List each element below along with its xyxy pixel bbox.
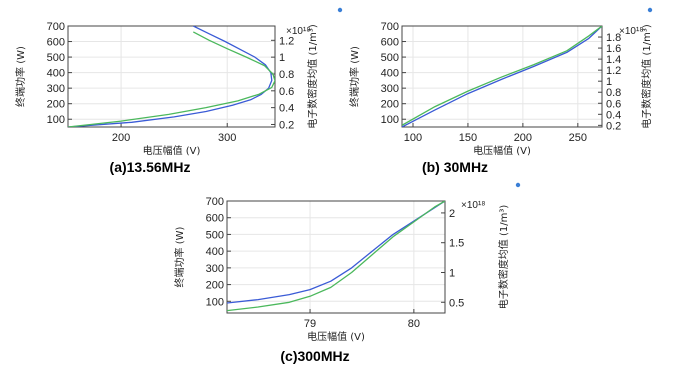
panel-caption: (b) 30MHz — [422, 159, 488, 175]
x-tick-label: 100 — [404, 132, 422, 144]
y-tick-label: 400 — [206, 246, 224, 258]
y-axis-label: 终端功率 (W) — [14, 46, 27, 107]
y-tick-label: 700 — [47, 21, 65, 33]
y2-tick-label: 0.2 — [279, 119, 294, 131]
y-tick-label: 300 — [206, 263, 224, 275]
y2-tick-label: 0.8 — [606, 87, 621, 99]
power-series-line — [227, 201, 445, 304]
y2-tick-label: 1.4 — [606, 54, 621, 66]
x-tick-label: 79 — [304, 318, 316, 330]
x-axis-label: 电压幅值 (V) — [307, 330, 365, 343]
chart-panel-1: 100 200 300 400 500 600 700 200 300 0.2 0.4 0.6 0.8 1… — [14, 7, 343, 175]
y-tick-label: 600 — [381, 37, 399, 49]
y-tick-label: 100 — [47, 114, 65, 126]
y-tick-label: 400 — [47, 68, 65, 80]
density-series-line — [402, 26, 602, 126]
y-axis-label: 终端功率 (W) — [348, 46, 361, 107]
y2-tick-label: 1.6 — [606, 43, 621, 55]
y-tick-label: 500 — [381, 52, 399, 64]
y-tick-label: 100 — [206, 296, 224, 308]
x-tick-label: 80 — [408, 318, 420, 330]
export-marker-icon — [647, 7, 653, 13]
y-tick-label: 200 — [381, 99, 399, 111]
density-series-line — [68, 31, 275, 127]
y2-tick-label: 0.5 — [449, 297, 464, 309]
y-tick-label: 700 — [381, 21, 399, 33]
plot-frame — [67, 25, 276, 128]
y-tick-label: 300 — [47, 83, 65, 95]
y2-tick-label: 1 — [449, 267, 455, 279]
y2-axis-label: 电子数密度均值 (1/m³) — [497, 205, 510, 310]
y2-tick-label: 1 — [606, 76, 612, 88]
y2-tick-label: 0.8 — [279, 69, 294, 81]
y-tick-label: 600 — [47, 37, 65, 49]
y2-multiplier: ×10¹⁸ — [286, 26, 311, 37]
y2-tick-label: 1.8 — [606, 32, 621, 44]
y2-tick-label: 0.2 — [606, 120, 621, 132]
x-tick-label: 150 — [459, 132, 477, 144]
y2-tick-label: 0.4 — [606, 109, 621, 121]
y2-tick-label: 0.6 — [279, 86, 294, 98]
x-axis-label: 电压幅值 (V) — [143, 144, 201, 157]
y2-multiplier: ×10¹⁸ — [619, 26, 644, 37]
x-tick-label: 300 — [218, 132, 236, 144]
x-tick-label: 200 — [112, 132, 130, 144]
export-marker-icon — [337, 7, 343, 13]
y-tick-label: 500 — [47, 52, 65, 64]
y-tick-label: 600 — [206, 213, 224, 225]
y-tick-label: 200 — [47, 99, 65, 111]
export-marker-icon — [515, 182, 521, 188]
x-tick-label: 250 — [569, 132, 587, 144]
power-series-line — [402, 26, 602, 127]
y2-tick-label: 0.6 — [606, 98, 621, 110]
y2-tick-label: 1.2 — [279, 35, 294, 47]
y2-tick-label: 1 — [279, 52, 285, 64]
y-tick-label: 300 — [381, 83, 399, 95]
y-axis-label: 终端功率 (W) — [173, 226, 186, 287]
power-series-line — [68, 26, 273, 127]
plot-frame — [401, 25, 603, 128]
panel-caption: (a)13.56MHz — [110, 159, 191, 175]
y2-tick-label: 2 — [449, 208, 455, 220]
plot-frame — [226, 200, 446, 314]
y2-axis-label: 电子数密度均值 (1/m³) — [640, 24, 653, 129]
y2-tick-label: 1.5 — [449, 238, 464, 250]
panel-caption: (c)300MHz — [280, 348, 349, 364]
y2-multiplier: ×10¹⁸ — [461, 200, 486, 211]
y-tick-label: 500 — [206, 229, 224, 241]
y-tick-label: 100 — [381, 114, 399, 126]
density-series-line — [227, 201, 445, 312]
y-tick-label: 700 — [206, 196, 224, 208]
y-tick-label: 400 — [381, 68, 399, 80]
y-tick-label: 200 — [206, 280, 224, 292]
y2-tick-label: 0.4 — [279, 103, 294, 115]
y2-axis-label: 电子数密度均值 (1/m³) — [306, 24, 319, 129]
x-tick-label: 200 — [514, 132, 532, 144]
y2-tick-label: 1.2 — [606, 65, 621, 77]
x-axis-label: 电压幅值 (V) — [473, 144, 531, 157]
chart-panel-3: 100 200 300 400 500 600 700 79 80 0.5 1 1.5 2 ×10¹⁸ 电压… — [173, 182, 521, 364]
